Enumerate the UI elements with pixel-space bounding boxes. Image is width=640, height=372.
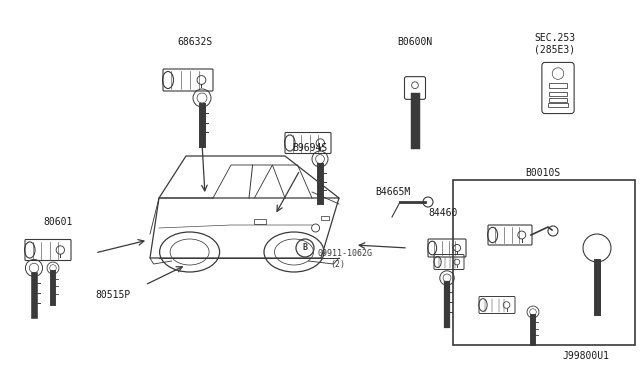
Text: (2): (2) [330,260,345,269]
Bar [412,97,419,144]
Bar [321,216,329,220]
Bar [547,103,568,107]
Text: 68632S: 68632S [177,37,212,47]
Text: B0010S: B0010S [525,168,561,178]
Text: SEC.253: SEC.253 [534,33,575,43]
Text: (285E3): (285E3) [534,45,575,55]
Text: B9694S: B9694S [292,143,328,153]
Text: B4665M: B4665M [376,187,411,197]
Text: 80601: 80601 [44,217,73,227]
Bar [549,83,567,88]
Bar [255,219,266,224]
Text: 84460: 84460 [428,208,458,218]
Bar [595,262,600,312]
Text: 09911-1062G: 09911-1062G [318,248,373,257]
Bar [549,98,567,102]
Bar [453,180,635,345]
Text: B0600N: B0600N [397,37,433,47]
Bar [549,92,567,96]
Text: 80515P: 80515P [95,290,131,300]
Text: B: B [303,244,307,253]
Text: J99800U1: J99800U1 [563,351,609,361]
